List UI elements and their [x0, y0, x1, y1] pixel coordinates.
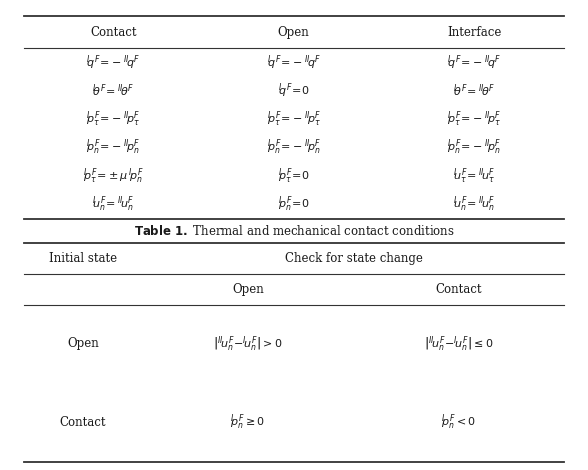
Text: Contact: Contact [436, 283, 482, 296]
Text: ${}^{I}\!p_{n}^{F}\!=\!-{}^{II}\!p_{n}^{F}$: ${}^{I}\!p_{n}^{F}\!=\!-{}^{II}\!p_{n}^{… [86, 138, 141, 157]
Text: ${}^{I}\!q^{F}\!=\!0$: ${}^{I}\!q^{F}\!=\!0$ [278, 82, 309, 100]
Text: Initial state: Initial state [49, 252, 117, 265]
Text: ${}^{I}\!p_{\tau}^{F}\!=\!-{}^{II}\!p_{\tau}^{F}$: ${}^{I}\!p_{\tau}^{F}\!=\!-{}^{II}\!p_{\… [266, 110, 321, 129]
Text: ${}^{I}\!\theta^{F}\!={}^{II}\!\theta^{F}$: ${}^{I}\!\theta^{F}\!={}^{II}\!\theta^{F… [453, 83, 495, 99]
Text: ${}^{I}\!p_{n}^{F}\!=\!-{}^{II}\!p_{n}^{F}$: ${}^{I}\!p_{n}^{F}\!=\!-{}^{II}\!p_{n}^{… [447, 138, 501, 157]
Text: ${}^{I}\!p_{n}^{F}\!=\!0$: ${}^{I}\!p_{n}^{F}\!=\!0$ [278, 195, 309, 214]
Text: ${}^{I}\!p_{n}^{F}\geq 0$: ${}^{I}\!p_{n}^{F}\geq 0$ [230, 413, 266, 432]
Text: ${}^{I}\!p_{n}^{F}\!=\!-{}^{II}\!p_{n}^{F}$: ${}^{I}\!p_{n}^{F}\!=\!-{}^{II}\!p_{n}^{… [266, 138, 321, 157]
Text: $\left|{}^{II}\!u_{n}^{F}\!-\!{}^{I}\!u_{n}^{F}\right|\leq 0$: $\left|{}^{II}\!u_{n}^{F}\!-\!{}^{I}\!u_… [425, 334, 494, 353]
Text: ${}^{I}\!q^{F}\!=\!-{}^{II}\!q^{F}$: ${}^{I}\!q^{F}\!=\!-{}^{II}\!q^{F}$ [266, 53, 321, 72]
Text: ${}^{I}\!p_{\tau}^{F}\!=\!0$: ${}^{I}\!p_{\tau}^{F}\!=\!0$ [278, 166, 309, 186]
Text: ${}^{I}\!q^{F}\!=\!-{}^{II}\!q^{F}$: ${}^{I}\!q^{F}\!=\!-{}^{II}\!q^{F}$ [447, 53, 501, 72]
Text: Open: Open [67, 337, 99, 350]
Text: $\mathbf{Table\ 1.}$ Thermal and mechanical contact conditions: $\mathbf{Table\ 1.}$ Thermal and mechani… [133, 224, 455, 238]
Text: ${}^{I}\!u_{\tau}^{F}\!={}^{II}\!u_{\tau}^{F}$: ${}^{I}\!u_{\tau}^{F}\!={}^{II}\!u_{\tau… [453, 166, 495, 186]
Text: ${}^{I}\!\theta^{F}\!={}^{II}\!\theta^{F}$: ${}^{I}\!\theta^{F}\!={}^{II}\!\theta^{F… [92, 83, 135, 99]
Text: ${}^{I}\!u_{n}^{F}\!={}^{II}\!u_{n}^{F}$: ${}^{I}\!u_{n}^{F}\!={}^{II}\!u_{n}^{F}$ [92, 195, 135, 214]
Text: Contact: Contact [91, 26, 137, 39]
Text: Open: Open [278, 26, 310, 39]
Text: Open: Open [232, 283, 264, 296]
Text: Contact: Contact [60, 416, 106, 429]
Text: $\left|{}^{II}\!u_{n}^{F}\!-\!{}^{I}\!u_{n}^{F}\right|>0$: $\left|{}^{II}\!u_{n}^{F}\!-\!{}^{I}\!u_… [213, 334, 283, 353]
Text: ${}^{I}\!p_{n}^{F}<0$: ${}^{I}\!p_{n}^{F}<0$ [442, 413, 477, 432]
Text: ${}^{I}\!q^{F}\!=\!-{}^{II}\!q^{F}$: ${}^{I}\!q^{F}\!=\!-{}^{II}\!q^{F}$ [86, 53, 141, 72]
Text: ${}^{I}\!p_{\tau}^{F}\!=\!-{}^{II}\!p_{\tau}^{F}$: ${}^{I}\!p_{\tau}^{F}\!=\!-{}^{II}\!p_{\… [86, 110, 141, 129]
Text: ${}^{I}\!u_{n}^{F}\!={}^{II}\!u_{n}^{F}$: ${}^{I}\!u_{n}^{F}\!={}^{II}\!u_{n}^{F}$ [453, 195, 495, 214]
Text: ${}^{I}\!p_{\tau}^{F}\!=\!\pm\mu\,{}^{I}\!p_{n}^{F}$: ${}^{I}\!p_{\tau}^{F}\!=\!\pm\mu\,{}^{I}… [83, 166, 144, 186]
Text: Interface: Interface [447, 26, 502, 39]
Text: ${}^{I}\!p_{\tau}^{F}\!=\!-{}^{II}\!p_{\tau}^{F}$: ${}^{I}\!p_{\tau}^{F}\!=\!-{}^{II}\!p_{\… [447, 110, 501, 129]
Text: Check for state change: Check for state change [285, 252, 422, 265]
